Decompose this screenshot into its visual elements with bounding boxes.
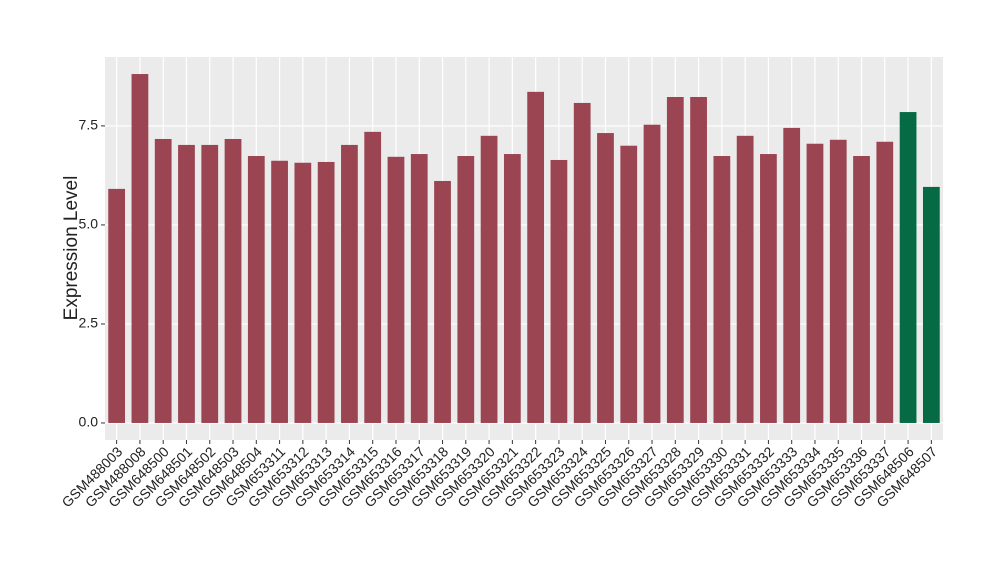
bar	[527, 91, 545, 423]
bar	[503, 154, 521, 423]
bar	[666, 97, 684, 423]
bar	[736, 135, 754, 423]
bar	[457, 156, 475, 423]
bar	[806, 143, 824, 423]
bar	[387, 156, 405, 423]
bar	[783, 127, 801, 423]
bar	[201, 144, 219, 423]
bar	[597, 133, 614, 423]
bar	[154, 138, 172, 423]
bar	[760, 154, 777, 423]
bar	[410, 154, 428, 423]
plot-panel	[105, 57, 943, 440]
bar	[224, 138, 242, 423]
bar	[364, 131, 382, 423]
y-tick-label: 0.0	[79, 414, 99, 430]
bar	[317, 161, 335, 423]
bar	[480, 135, 498, 423]
y-tick-label: 7.5	[79, 117, 99, 133]
y-tick-label: 5.0	[79, 216, 99, 232]
bar	[829, 139, 847, 423]
bar	[341, 144, 358, 423]
bar	[922, 186, 940, 423]
bar	[550, 159, 568, 423]
bar	[853, 156, 870, 423]
bar	[178, 144, 195, 423]
bar	[876, 141, 894, 423]
bar	[573, 102, 591, 423]
y-axis-title: Expression Level	[61, 176, 82, 321]
y-tick-label: 2.5	[79, 315, 99, 331]
bar	[294, 162, 312, 423]
bar	[620, 145, 638, 423]
bar	[247, 156, 265, 423]
bar	[434, 180, 451, 423]
bar	[271, 160, 288, 423]
bar	[713, 156, 731, 423]
bar	[690, 97, 707, 423]
bar	[108, 188, 126, 423]
bar	[899, 112, 917, 423]
bar	[643, 124, 661, 423]
bar	[131, 74, 149, 423]
